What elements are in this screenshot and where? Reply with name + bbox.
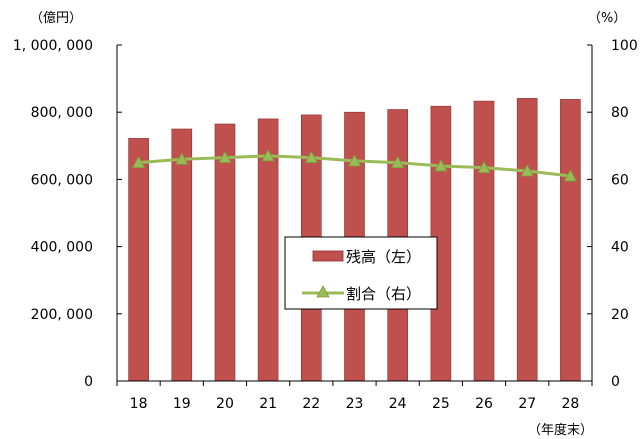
ratio-marker-28 [563,169,578,182]
left-axis-ticks: 0 200, 000 400, 000 600, 000 800, 000 1, 000,… [13,38,122,390]
left-tick-label: 800, 000 [31,105,93,121]
left-tick-label: 1, 000, 000 [13,38,93,54]
ratio-marker-20 [218,150,232,163]
legend-box [284,236,438,310]
left-tick-label: 600, 000 [31,172,93,188]
left-tick-label: 400, 000 [31,240,93,256]
ratio-marker-21 [261,149,275,162]
legend: 残高（左） 割合（右） [284,236,438,310]
x-axis-unit: （年度末） [528,422,593,438]
right-tick-label: 60 [611,172,629,188]
x-tick-label: 27 [518,396,536,412]
ratio-marker-19 [175,152,189,165]
bar-28 [560,99,581,382]
x-tick-label: 25 [432,396,450,412]
ratio-marker-25 [434,159,448,172]
right-tick-label: 20 [611,307,629,323]
x-tick-label: 23 [346,396,364,412]
ratio-marker-22 [304,150,318,163]
right-axis-ticks: 0 20 40 60 80 100 [587,38,638,390]
left-tick-label: 0 [84,374,93,390]
line-series [131,149,578,182]
x-tick-label: 19 [173,396,191,412]
right-tick-label: 100 [611,38,638,54]
x-tick-label: 22 [302,396,320,412]
bar-27 [516,98,538,382]
ratio-marker-26 [477,160,491,174]
ratio-marker-23 [347,154,362,167]
x-axis-ticks: 18 19 20 21 22 23 24 25 26 27 28 [116,381,593,412]
left-axis-unit: （億円） [30,10,82,26]
x-tick-label: 24 [389,396,407,412]
x-tick-label: 26 [475,396,493,412]
right-axis-unit: （%） [588,11,626,26]
ratio-marker-18 [131,155,146,169]
ratio-marker-27 [520,164,534,177]
right-tick-label: 40 [611,240,629,256]
legend-label-bar: 残高（左） [346,248,421,266]
ratio-marker-24 [391,155,405,169]
bar-26 [473,100,495,382]
right-tick-label: 0 [611,374,620,390]
x-tick-label: 20 [216,396,234,412]
bar-18 [128,138,149,382]
legend-triangle-marker [316,285,330,298]
x-tick-label: 18 [130,396,148,412]
x-tick-label: 21 [259,396,277,412]
x-tick-label: 28 [561,396,579,412]
legend-label-line: 割合（右） [346,285,421,303]
legend-bar-swatch [312,250,344,262]
left-tick-label: 200, 000 [31,307,93,323]
bar-19 [171,128,193,382]
right-tick-label: 80 [611,105,629,121]
